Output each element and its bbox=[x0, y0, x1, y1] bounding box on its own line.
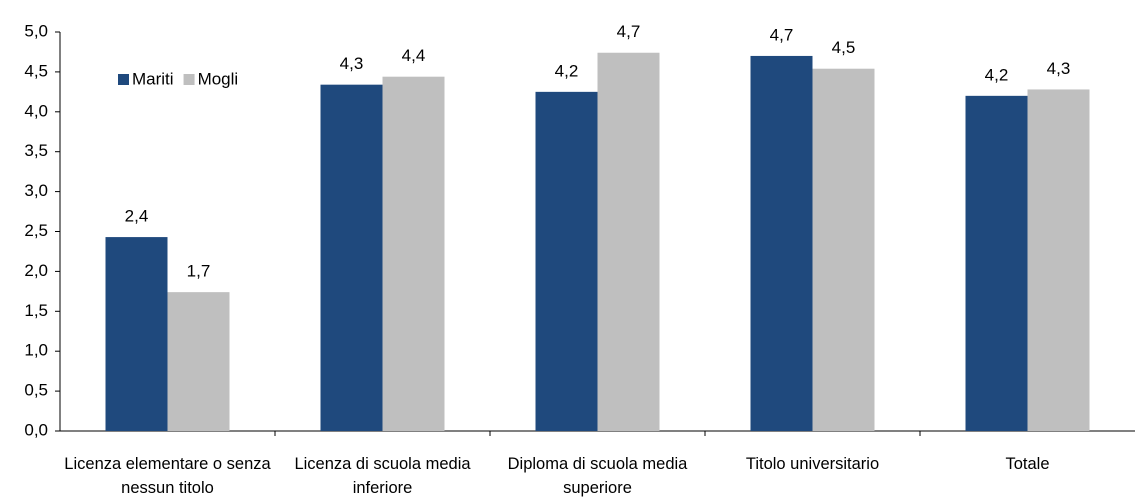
x-tick-label: Diploma di scuola media superiore bbox=[507, 455, 688, 497]
value-label: 4,3 bbox=[340, 54, 364, 73]
legend-swatch bbox=[118, 74, 129, 85]
legend-swatch bbox=[183, 74, 195, 85]
x-tick-label: Titolo universitario bbox=[745, 455, 880, 473]
y-tick-label: 3,5 bbox=[24, 141, 48, 160]
bar bbox=[167, 292, 230, 431]
value-label: 4,2 bbox=[985, 65, 1009, 84]
value-label: 4,7 bbox=[770, 25, 794, 44]
y-tick-label: 1,5 bbox=[24, 301, 48, 320]
bar bbox=[597, 52, 660, 432]
value-label: 4,3 bbox=[1047, 59, 1071, 78]
y-tick-label: 1,0 bbox=[24, 341, 48, 360]
value-label: 4,5 bbox=[832, 38, 856, 57]
bar bbox=[320, 84, 383, 431]
bar bbox=[105, 237, 168, 431]
y-tick-label: 2,0 bbox=[24, 261, 48, 280]
value-label: 4,4 bbox=[402, 46, 426, 65]
x-tick-label: Totale bbox=[1005, 455, 1050, 473]
legend-label: Mariti bbox=[132, 69, 174, 88]
y-tick-label: 4,5 bbox=[24, 61, 48, 80]
y-tick-label: 4,0 bbox=[24, 101, 48, 120]
bar bbox=[1027, 89, 1090, 432]
bar bbox=[382, 76, 445, 432]
bar bbox=[812, 68, 875, 431]
y-tick-label: 2,5 bbox=[24, 221, 48, 240]
bar bbox=[535, 91, 598, 431]
y-tick-label: 3,0 bbox=[24, 181, 48, 200]
value-label: 1,7 bbox=[187, 262, 211, 281]
value-label: 2,4 bbox=[125, 207, 149, 226]
value-label: 4,7 bbox=[617, 22, 641, 41]
y-tick-label: 0,0 bbox=[24, 420, 48, 439]
bar bbox=[750, 55, 813, 431]
x-tick-label: Licenza di scuola media inferiore bbox=[294, 455, 471, 497]
legend-label: Mogli bbox=[198, 69, 239, 88]
y-tick-label: 5,0 bbox=[24, 21, 48, 40]
y-tick-label: 0,5 bbox=[24, 381, 48, 400]
x-tick-label: Licenza elementare o senza nessun titolo bbox=[64, 455, 271, 497]
bar bbox=[965, 95, 1028, 431]
value-label: 4,2 bbox=[555, 61, 579, 80]
